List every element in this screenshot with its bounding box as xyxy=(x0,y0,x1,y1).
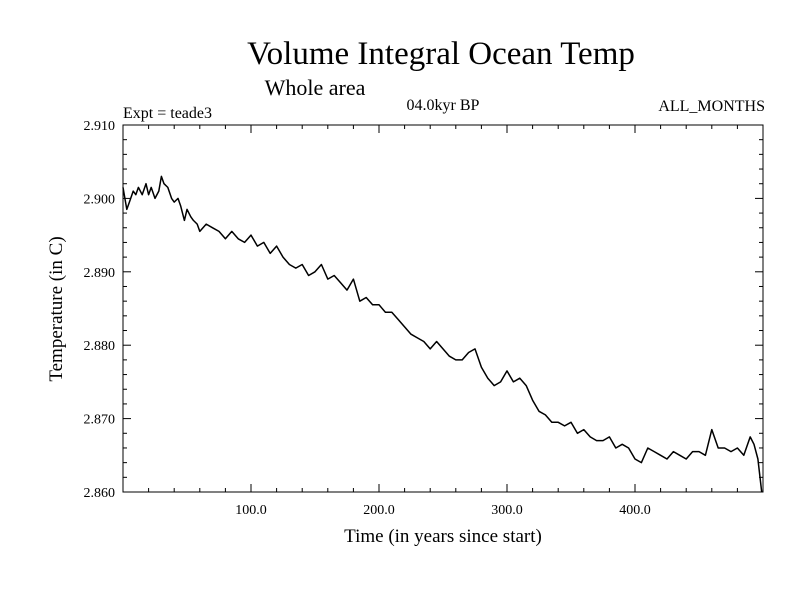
months-label: ALL_MONTHS xyxy=(658,98,765,115)
chart-title: Volume Integral Ocean Temp xyxy=(247,36,635,72)
period-label: 04.0kyr BP xyxy=(407,97,480,114)
y-axis-label: Temperature (in C) xyxy=(46,236,67,381)
temperature-series-line xyxy=(122,175,763,493)
x-tick-label: 300.0 xyxy=(491,503,523,518)
y-tick-label: 2.880 xyxy=(84,339,116,354)
x-axis-ticks xyxy=(148,125,738,492)
x-axis-tick-labels: 100.0 200.0 300.0 400.0 xyxy=(235,503,651,518)
plot-frame xyxy=(122,124,764,493)
y-tick-label: 2.860 xyxy=(84,486,116,501)
y-tick-label: 2.910 xyxy=(84,119,116,134)
x-tick-label: 100.0 xyxy=(235,503,267,518)
y-axis-ticks xyxy=(123,139,763,478)
x-axis-label: Time (in years since start) xyxy=(344,526,542,547)
y-axis-tick-labels: 2.860 2.870 2.880 2.890 2.900 2.910 xyxy=(84,119,116,501)
chart-subtitle: Whole area xyxy=(265,75,366,100)
y-tick-label: 2.900 xyxy=(84,192,116,207)
y-tick-label: 2.890 xyxy=(84,266,116,281)
x-tick-label: 400.0 xyxy=(619,503,651,518)
y-tick-label: 2.870 xyxy=(84,413,116,428)
x-tick-label: 200.0 xyxy=(363,503,395,518)
experiment-label: Expt = teade3 xyxy=(123,105,212,122)
